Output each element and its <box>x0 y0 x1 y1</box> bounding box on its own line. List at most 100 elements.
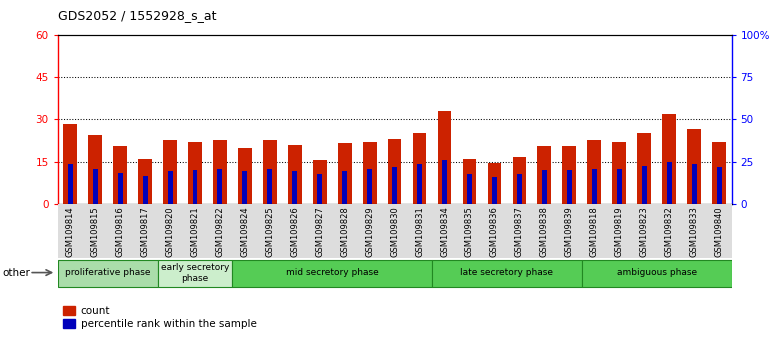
Bar <box>293 171 297 204</box>
FancyBboxPatch shape <box>457 204 482 258</box>
Text: GSM109814: GSM109814 <box>65 206 75 257</box>
Text: GSM109821: GSM109821 <box>190 206 199 257</box>
FancyBboxPatch shape <box>158 260 233 287</box>
Bar <box>68 164 72 204</box>
Bar <box>641 166 647 204</box>
FancyBboxPatch shape <box>432 204 457 258</box>
FancyBboxPatch shape <box>257 204 283 258</box>
Bar <box>662 114 676 204</box>
Bar <box>188 142 202 204</box>
FancyBboxPatch shape <box>207 204 233 258</box>
Bar <box>142 176 148 204</box>
Text: GSM109829: GSM109829 <box>365 206 374 257</box>
Text: GSM109837: GSM109837 <box>515 206 524 257</box>
Bar <box>712 142 726 204</box>
Bar <box>392 167 397 204</box>
Bar <box>463 159 477 204</box>
FancyBboxPatch shape <box>532 204 557 258</box>
FancyBboxPatch shape <box>382 204 407 258</box>
Text: GSM109822: GSM109822 <box>216 206 224 257</box>
Bar <box>192 170 197 204</box>
Bar <box>437 111 451 204</box>
Bar <box>513 157 526 204</box>
Text: GSM109817: GSM109817 <box>141 206 149 257</box>
Bar <box>717 167 721 204</box>
Bar <box>89 135 102 204</box>
Bar <box>413 133 427 204</box>
FancyBboxPatch shape <box>482 204 507 258</box>
Bar <box>363 142 377 204</box>
Bar <box>163 141 177 204</box>
Bar <box>417 164 422 204</box>
Bar <box>612 142 626 204</box>
Bar <box>139 159 152 204</box>
Bar <box>537 146 551 204</box>
FancyBboxPatch shape <box>507 204 532 258</box>
FancyBboxPatch shape <box>657 204 681 258</box>
FancyBboxPatch shape <box>407 204 432 258</box>
Bar <box>592 169 597 204</box>
FancyBboxPatch shape <box>332 204 357 258</box>
FancyBboxPatch shape <box>582 204 607 258</box>
Bar <box>667 161 671 204</box>
Text: GSM109838: GSM109838 <box>540 206 549 257</box>
Text: GSM109828: GSM109828 <box>340 206 350 257</box>
FancyBboxPatch shape <box>58 204 82 258</box>
FancyBboxPatch shape <box>357 204 382 258</box>
Bar <box>338 143 352 204</box>
Bar <box>638 133 651 204</box>
FancyBboxPatch shape <box>432 260 582 287</box>
Text: GSM109833: GSM109833 <box>690 206 698 257</box>
Text: GSM109818: GSM109818 <box>590 206 599 257</box>
FancyBboxPatch shape <box>307 204 332 258</box>
Text: GSM109839: GSM109839 <box>565 206 574 257</box>
Text: early secretory
phase: early secretory phase <box>161 263 229 282</box>
Bar <box>113 146 127 204</box>
Text: GSM109823: GSM109823 <box>640 206 648 257</box>
Text: GSM109832: GSM109832 <box>665 206 674 257</box>
Bar <box>63 124 77 204</box>
Text: GSM109830: GSM109830 <box>390 206 399 257</box>
Text: GSM109835: GSM109835 <box>465 206 474 257</box>
Bar <box>313 160 326 204</box>
Text: mid secretory phase: mid secretory phase <box>286 268 379 278</box>
Text: GSM109834: GSM109834 <box>440 206 449 257</box>
Bar <box>238 148 252 204</box>
Bar <box>92 169 98 204</box>
Legend: count, percentile rank within the sample: count, percentile rank within the sample <box>63 306 256 329</box>
Text: GSM109824: GSM109824 <box>240 206 249 257</box>
Bar <box>118 173 122 204</box>
FancyBboxPatch shape <box>582 260 732 287</box>
FancyBboxPatch shape <box>182 204 207 258</box>
FancyBboxPatch shape <box>557 204 582 258</box>
FancyBboxPatch shape <box>681 204 707 258</box>
Bar <box>243 171 247 204</box>
Bar <box>342 171 347 204</box>
Bar <box>691 164 697 204</box>
FancyBboxPatch shape <box>631 204 657 258</box>
FancyBboxPatch shape <box>607 204 631 258</box>
Bar <box>542 170 547 204</box>
Text: GDS2052 / 1552928_s_at: GDS2052 / 1552928_s_at <box>58 9 216 22</box>
FancyBboxPatch shape <box>233 260 432 287</box>
Text: GSM109840: GSM109840 <box>715 206 724 257</box>
Text: proliferative phase: proliferative phase <box>65 268 150 278</box>
FancyBboxPatch shape <box>132 204 158 258</box>
Bar <box>213 141 227 204</box>
Bar <box>588 141 601 204</box>
Bar <box>487 163 501 204</box>
Bar <box>267 169 273 204</box>
FancyBboxPatch shape <box>58 260 158 287</box>
Text: GSM109831: GSM109831 <box>415 206 424 257</box>
Bar <box>517 174 522 204</box>
FancyBboxPatch shape <box>283 204 307 258</box>
Bar <box>217 169 223 204</box>
FancyBboxPatch shape <box>158 204 182 258</box>
Text: other: other <box>2 268 30 278</box>
Text: GSM109836: GSM109836 <box>490 206 499 257</box>
Bar <box>467 174 472 204</box>
Bar <box>617 169 621 204</box>
FancyBboxPatch shape <box>108 204 132 258</box>
FancyBboxPatch shape <box>707 204 732 258</box>
Bar <box>317 174 323 204</box>
